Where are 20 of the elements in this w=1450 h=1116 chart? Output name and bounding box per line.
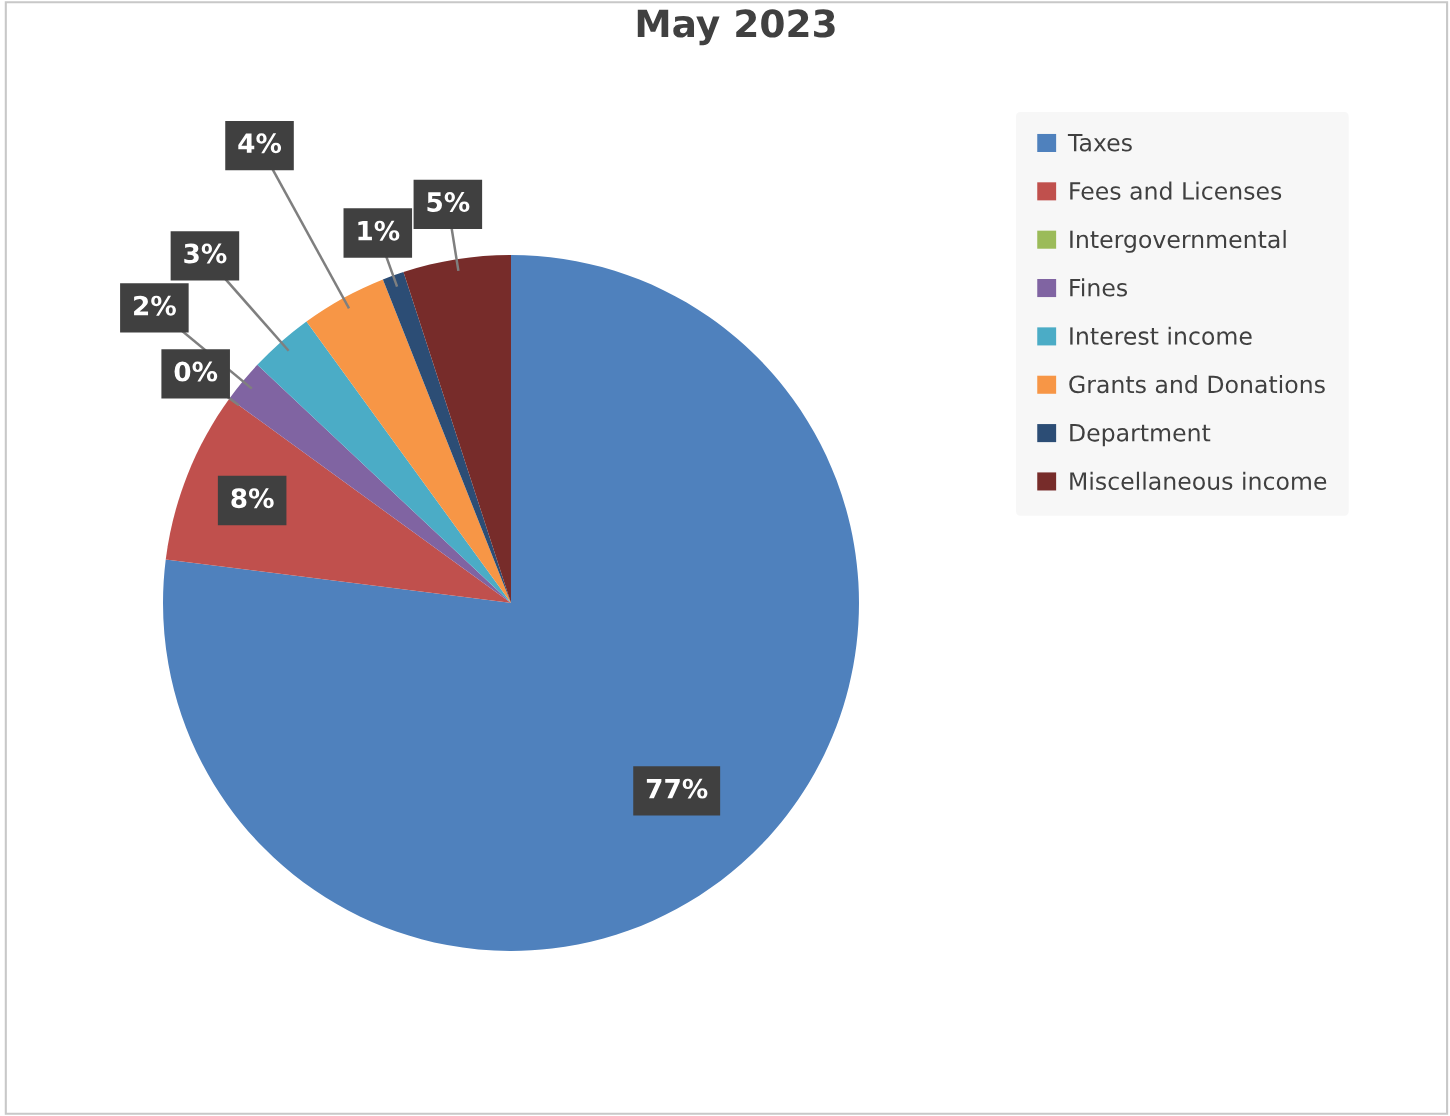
data-label: 8%: [231, 488, 274, 509]
data-label: 3%: [184, 243, 227, 264]
legend-label: Grants and Donations: [1069, 375, 1325, 394]
legend-label: Department: [1070, 424, 1211, 447]
data-label: 1%: [358, 220, 400, 241]
data-label: 2%: [134, 295, 176, 316]
legend-label: Interest income: [1070, 326, 1252, 345]
chart-title: May 2023: [637, 9, 835, 46]
legend-label: Miscellaneous income: [1070, 471, 1327, 490]
pie-slice: [403, 255, 511, 603]
legend-label: Fees and Licenses: [1070, 181, 1282, 200]
text: 0%: [174, 361, 218, 382]
legend-label: Taxes: [1067, 133, 1132, 152]
data-label: 4%: [238, 133, 282, 154]
legend-label: Intergovernmental: [1070, 229, 1286, 253]
data-label: 77%: [646, 778, 708, 799]
pie-slice: [306, 279, 511, 603]
legend-label: Fines: [1070, 278, 1128, 297]
data-label: 5%: [427, 191, 470, 212]
pie-slice: [382, 272, 511, 603]
